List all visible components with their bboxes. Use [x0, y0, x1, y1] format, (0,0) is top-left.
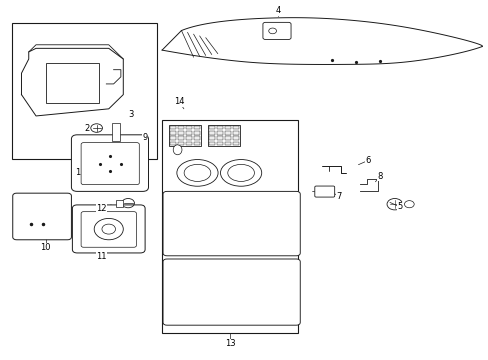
Bar — [209, 126, 215, 130]
Text: 6: 6 — [365, 156, 370, 165]
Text: 12: 12 — [96, 204, 106, 213]
Bar — [208, 125, 239, 146]
Text: 5: 5 — [396, 202, 402, 211]
Polygon shape — [162, 18, 482, 64]
Bar — [232, 131, 238, 135]
Bar — [112, 123, 120, 141]
Bar — [209, 136, 215, 140]
Bar — [224, 126, 230, 130]
Bar — [178, 141, 184, 145]
Bar — [232, 141, 238, 145]
Bar — [232, 126, 238, 130]
Bar — [194, 131, 200, 135]
Bar — [178, 131, 184, 135]
Bar — [169, 125, 201, 146]
Bar — [217, 141, 223, 145]
Ellipse shape — [173, 145, 182, 155]
FancyBboxPatch shape — [71, 135, 148, 192]
Ellipse shape — [220, 159, 261, 186]
Bar — [186, 131, 192, 135]
Text: 3: 3 — [128, 110, 133, 119]
FancyBboxPatch shape — [81, 143, 139, 185]
Bar — [45, 63, 99, 103]
Text: 2: 2 — [84, 124, 89, 133]
Bar — [224, 131, 230, 135]
Bar — [162, 120, 297, 333]
Ellipse shape — [177, 159, 218, 186]
FancyBboxPatch shape — [13, 193, 71, 240]
Bar — [194, 126, 200, 130]
FancyBboxPatch shape — [81, 212, 136, 247]
FancyBboxPatch shape — [314, 186, 334, 197]
Text: 8: 8 — [377, 172, 382, 181]
Bar — [217, 131, 223, 135]
Text: 11: 11 — [96, 252, 106, 261]
Bar — [170, 136, 176, 140]
Bar — [170, 141, 176, 145]
Text: 7: 7 — [336, 192, 341, 201]
Bar — [186, 126, 192, 130]
Bar — [217, 126, 223, 130]
Text: 9: 9 — [142, 133, 147, 142]
Bar — [178, 136, 184, 140]
Bar — [170, 126, 176, 130]
Bar — [186, 141, 192, 145]
Polygon shape — [21, 48, 123, 116]
Bar — [232, 136, 238, 140]
Bar — [12, 23, 157, 159]
Ellipse shape — [184, 165, 210, 181]
Bar — [194, 141, 200, 145]
Ellipse shape — [227, 165, 254, 181]
Bar — [224, 141, 230, 145]
Text: 10: 10 — [41, 243, 51, 252]
Text: 1: 1 — [75, 168, 80, 177]
Bar — [224, 136, 230, 140]
FancyBboxPatch shape — [72, 205, 145, 253]
Text: 13: 13 — [224, 339, 235, 348]
Text: 14: 14 — [173, 97, 184, 106]
Text: 4: 4 — [275, 6, 281, 15]
FancyBboxPatch shape — [263, 22, 290, 40]
FancyBboxPatch shape — [163, 259, 300, 325]
Bar — [170, 131, 176, 135]
Bar — [178, 126, 184, 130]
Bar — [209, 141, 215, 145]
Bar — [186, 136, 192, 140]
FancyBboxPatch shape — [163, 192, 300, 256]
Bar — [194, 136, 200, 140]
Bar — [217, 136, 223, 140]
Bar — [209, 131, 215, 135]
Bar — [116, 199, 122, 207]
